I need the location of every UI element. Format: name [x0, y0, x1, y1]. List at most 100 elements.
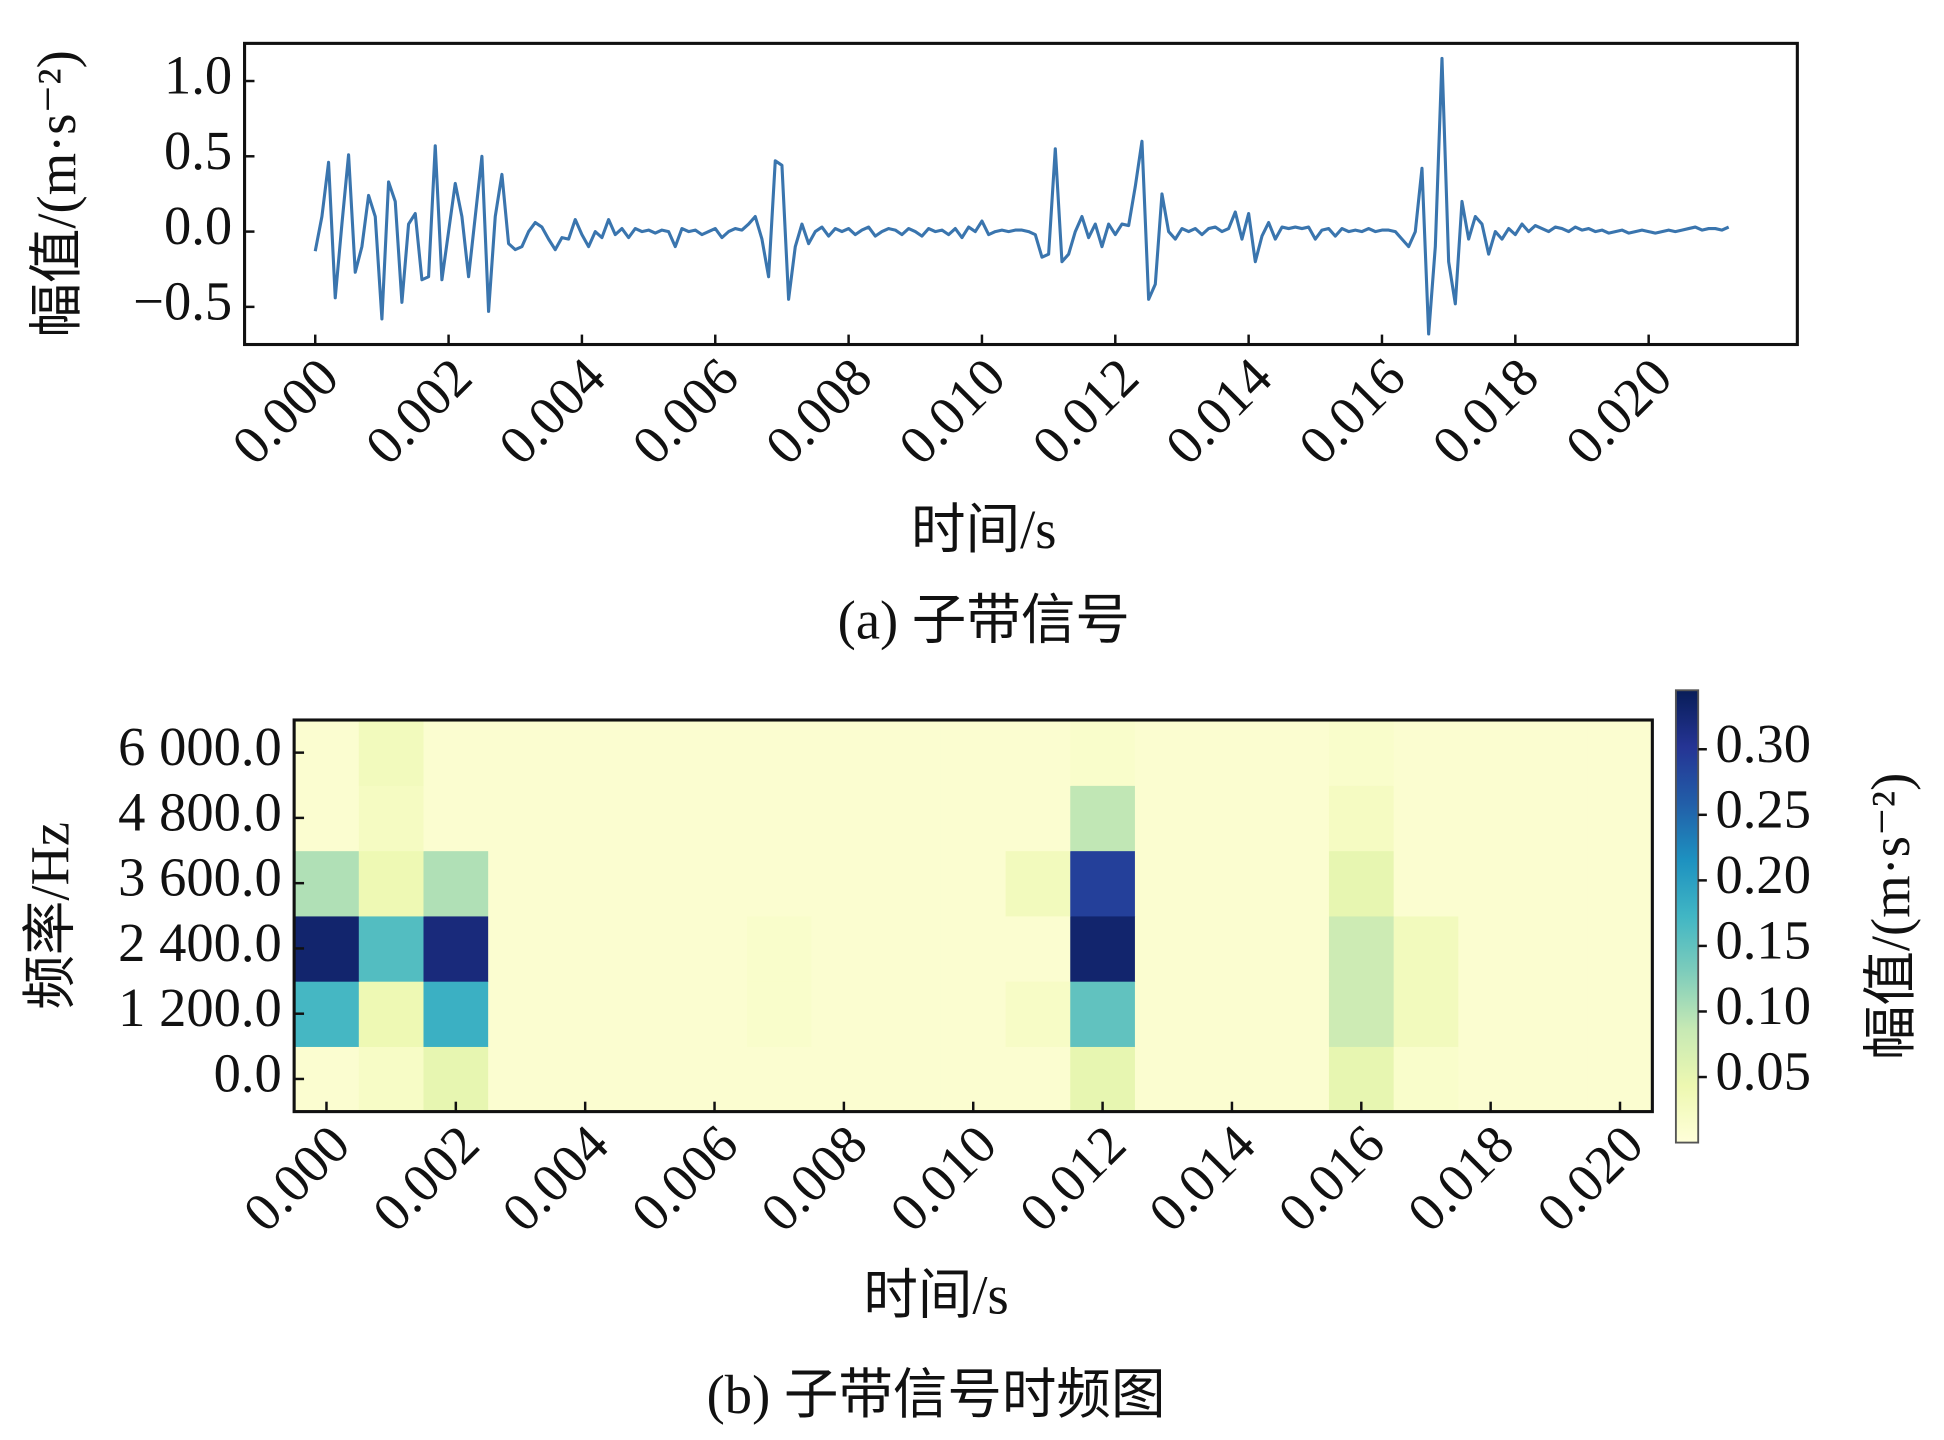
heat-cell	[1393, 850, 1459, 917]
heat-cell	[488, 850, 554, 917]
x-tick-label: 0.010	[878, 1113, 1008, 1243]
colorbar-tick-label: 0.25	[1716, 778, 1811, 839]
x-tick-label: 0.002	[361, 1113, 491, 1243]
x-tick-label: 0.014	[1153, 346, 1283, 476]
heat-cell	[746, 1046, 813, 1113]
x-tick-label: 0.000	[220, 346, 350, 476]
heat-cell	[1134, 850, 1201, 917]
heat-cell	[1070, 1046, 1136, 1113]
signal-line	[313, 56, 1730, 336]
heat-cell	[876, 981, 942, 1047]
y-axis-label: 幅值/(m·s⁻²)	[26, 50, 87, 337]
heat-cell	[1134, 785, 1201, 852]
heat-cell	[940, 981, 1007, 1047]
x-axis-label: 时间/s	[863, 1265, 1008, 1326]
heat-cell	[488, 785, 554, 852]
heat-cell	[1264, 720, 1330, 786]
heat-cell	[682, 1046, 748, 1113]
colorbar-label: 幅值/(m·s⁻²)	[1860, 773, 1921, 1060]
heat-cell	[1070, 850, 1136, 917]
heat-cell	[876, 720, 942, 786]
caption: (a) 子带信号	[838, 589, 1130, 650]
x-tick-label: 0.008	[753, 346, 883, 476]
heat-cell	[423, 720, 489, 786]
x-axis-label: 时间/s	[911, 499, 1056, 560]
x-tick-label: 0.020	[1553, 346, 1683, 476]
heat-cell	[1458, 850, 1524, 917]
x-tick-label: 0.018	[1395, 1113, 1525, 1243]
heat-cell	[1328, 1046, 1395, 1113]
heat-cell	[423, 981, 489, 1047]
heat-cell	[1134, 720, 1201, 786]
heat-cell	[1458, 1046, 1524, 1113]
heat-cell	[682, 915, 748, 982]
heat-cell	[423, 1046, 489, 1113]
heat-cell	[1264, 785, 1330, 852]
heat-cell	[294, 720, 360, 786]
y-tick-label: 1 200.0	[118, 977, 282, 1038]
heat-cell	[294, 850, 360, 917]
heat-cell	[1587, 981, 1653, 1047]
heat-cell	[1264, 850, 1330, 917]
heat-cell	[1587, 915, 1653, 982]
heat-cell	[746, 915, 813, 982]
heat-cell	[1070, 720, 1136, 786]
heat-cell	[1199, 720, 1265, 786]
y-tick-label: 3 600.0	[118, 847, 282, 908]
heat-cell	[294, 981, 360, 1047]
heat-cell	[811, 785, 877, 852]
heat-cell	[1199, 785, 1265, 852]
heat-cell	[1005, 850, 1071, 917]
y-tick-label: 1.0	[164, 45, 232, 106]
heat-cell	[423, 915, 489, 982]
heat-cell	[940, 850, 1007, 917]
colorbar-tick-label: 0.30	[1716, 713, 1811, 774]
x-tick-label: 0.002	[353, 346, 483, 476]
heat-cell	[682, 981, 748, 1047]
heat-cell	[1393, 785, 1459, 852]
heat-cell	[488, 1046, 554, 1113]
x-tick-label: 0.004	[490, 1113, 620, 1243]
heat-cell	[1522, 981, 1589, 1047]
x-tick-label: 0.018	[1420, 346, 1550, 476]
heat-cell	[294, 1046, 360, 1113]
heat-cell	[1199, 981, 1265, 1047]
heat-cell	[423, 785, 489, 852]
heat-cell	[1458, 981, 1524, 1047]
heat-cell	[488, 720, 554, 786]
heat-cell	[1458, 915, 1524, 982]
heat-cell	[358, 915, 425, 982]
heat-cell	[358, 981, 425, 1047]
heat-cell	[358, 850, 425, 917]
heat-cell	[617, 981, 683, 1047]
heat-cell	[811, 850, 877, 917]
heat-cell	[940, 720, 1007, 786]
heat-cell	[1264, 1046, 1330, 1113]
heat-cell	[358, 720, 425, 786]
y-tick-label: 2 400.0	[118, 912, 282, 973]
heat-cell	[876, 1046, 942, 1113]
x-tick-label: 0.000	[231, 1113, 361, 1243]
heat-cell	[876, 850, 942, 917]
heat-cell	[1328, 981, 1395, 1047]
heat-cell	[552, 785, 619, 852]
heat-cell	[488, 915, 554, 982]
heat-cell	[1199, 850, 1265, 917]
axes-frame	[243, 41, 1799, 347]
heat-cell	[1264, 915, 1330, 982]
heat-cell	[682, 850, 748, 917]
heat-cell	[1005, 785, 1071, 852]
y-tick-label: 6 000.0	[118, 716, 282, 777]
heat-cell	[1328, 915, 1395, 982]
heat-cell	[1199, 1046, 1265, 1113]
heat-cell	[940, 915, 1007, 982]
y-tick-label: 0.5	[164, 120, 232, 181]
heat-cell	[1264, 981, 1330, 1047]
colorbar	[1674, 689, 1700, 1144]
y-tick-label: −0.5	[133, 270, 232, 331]
heat-cell	[811, 981, 877, 1047]
heat-cell	[876, 785, 942, 852]
heat-cell	[1587, 720, 1653, 786]
heat-cell	[746, 720, 813, 786]
